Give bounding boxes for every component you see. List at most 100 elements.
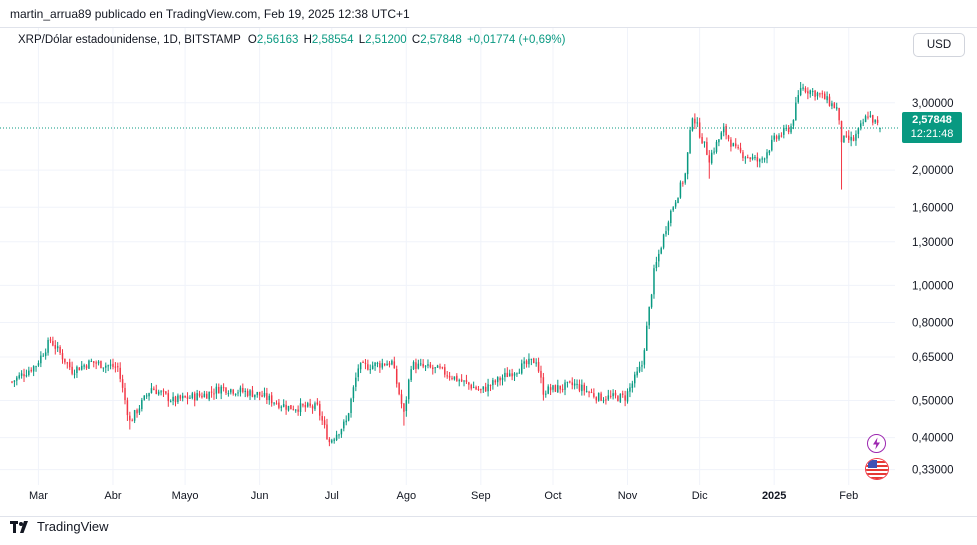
candle-body	[160, 391, 162, 393]
candle-body	[93, 361, 95, 363]
candle-body	[208, 391, 210, 400]
candle-body	[319, 404, 321, 416]
candle-body	[554, 385, 557, 392]
candle-body	[172, 396, 174, 402]
candle-body	[153, 388, 155, 391]
candle-body	[458, 380, 460, 382]
candle-body	[840, 120, 843, 143]
chart-frame[interactable]	[0, 27, 977, 517]
candle-body	[751, 157, 754, 160]
candle-body	[40, 355, 42, 364]
candle-body	[653, 268, 655, 295]
candle-body	[867, 116, 869, 118]
price-tick-label: 1,30000	[912, 237, 954, 249]
time-tick-label: Mar	[29, 490, 48, 502]
candle-body	[775, 136, 778, 139]
candle-body	[684, 173, 686, 183]
candle-body	[662, 234, 665, 248]
candle-body	[850, 136, 852, 141]
candle-body	[686, 152, 689, 175]
candle-body	[73, 373, 76, 375]
price-tick-label: 0,50000	[912, 396, 954, 408]
us-flag-icon[interactable]	[865, 458, 889, 480]
candle-body	[304, 405, 307, 408]
candle-body	[872, 115, 874, 123]
candle-body	[47, 339, 49, 353]
candle-body	[771, 139, 773, 151]
candle-body	[181, 395, 184, 399]
candle-body	[703, 141, 706, 143]
candle-body	[641, 365, 643, 367]
candle-body	[35, 366, 37, 368]
candle-body	[802, 87, 804, 89]
candles	[11, 82, 881, 447]
candle-body	[621, 393, 624, 395]
candle-body	[821, 93, 824, 95]
candle-body	[148, 393, 150, 397]
candle-body	[333, 439, 335, 441]
candle-body	[814, 90, 816, 97]
candle-body	[294, 409, 297, 411]
candle-body	[540, 370, 542, 378]
candle-body	[198, 393, 201, 396]
candle-body	[597, 393, 600, 401]
candle-body	[162, 390, 165, 392]
candle-body	[174, 396, 177, 403]
candle-body	[879, 127, 881, 130]
candle-body	[761, 158, 763, 160]
candle-body	[237, 392, 239, 394]
candle-body	[650, 294, 653, 308]
candle-body	[701, 137, 703, 144]
candle-body	[114, 366, 117, 368]
grid	[0, 28, 895, 485]
candle-body	[530, 358, 533, 360]
candle-body	[494, 380, 497, 383]
candle-body	[357, 368, 359, 378]
candle-body	[823, 93, 826, 100]
candle-body	[590, 392, 593, 394]
candle-body	[227, 393, 230, 395]
candle-body	[636, 371, 638, 376]
candle-body	[299, 403, 302, 413]
lightning-icon[interactable]	[867, 434, 886, 453]
candle-body	[655, 262, 658, 269]
price-tick-label: 2,00000	[912, 165, 954, 177]
candle-body	[37, 363, 40, 366]
candle-body	[766, 152, 768, 159]
candle-body	[876, 119, 879, 123]
candle-body	[395, 368, 398, 384]
candle-body	[109, 364, 112, 366]
candle-body	[150, 388, 153, 394]
price-tick-label: 0,65000	[912, 352, 954, 364]
candle-body	[715, 141, 718, 152]
candle-body	[722, 126, 725, 133]
candle-body	[270, 395, 273, 404]
ohlc-legend: XRP/Dólar estadounidense, 1D, BITSTAMP O…	[18, 34, 565, 46]
candle-body	[25, 375, 28, 377]
currency-button[interactable]: USD	[913, 33, 965, 57]
candle-body	[588, 391, 590, 393]
candle-body	[42, 355, 45, 357]
candle-body	[220, 386, 222, 394]
candle-body	[28, 370, 30, 375]
candle-body	[210, 391, 213, 393]
candle-body	[44, 352, 47, 356]
candle-body	[747, 157, 749, 159]
candle-body	[468, 382, 470, 385]
candle-body	[463, 380, 465, 382]
candle-body	[232, 389, 234, 394]
candle-body	[427, 364, 429, 366]
candle-body	[585, 390, 588, 392]
candle-body	[638, 366, 641, 372]
candle-body	[734, 143, 737, 147]
candle-body	[412, 361, 415, 370]
candle-body	[557, 385, 559, 393]
candle-body	[547, 386, 549, 394]
candle-body	[864, 116, 867, 123]
candle-body	[804, 88, 807, 93]
candle-body	[566, 381, 569, 383]
candle-body	[826, 96, 828, 101]
candle-body	[499, 377, 501, 381]
candle-body	[525, 360, 528, 365]
